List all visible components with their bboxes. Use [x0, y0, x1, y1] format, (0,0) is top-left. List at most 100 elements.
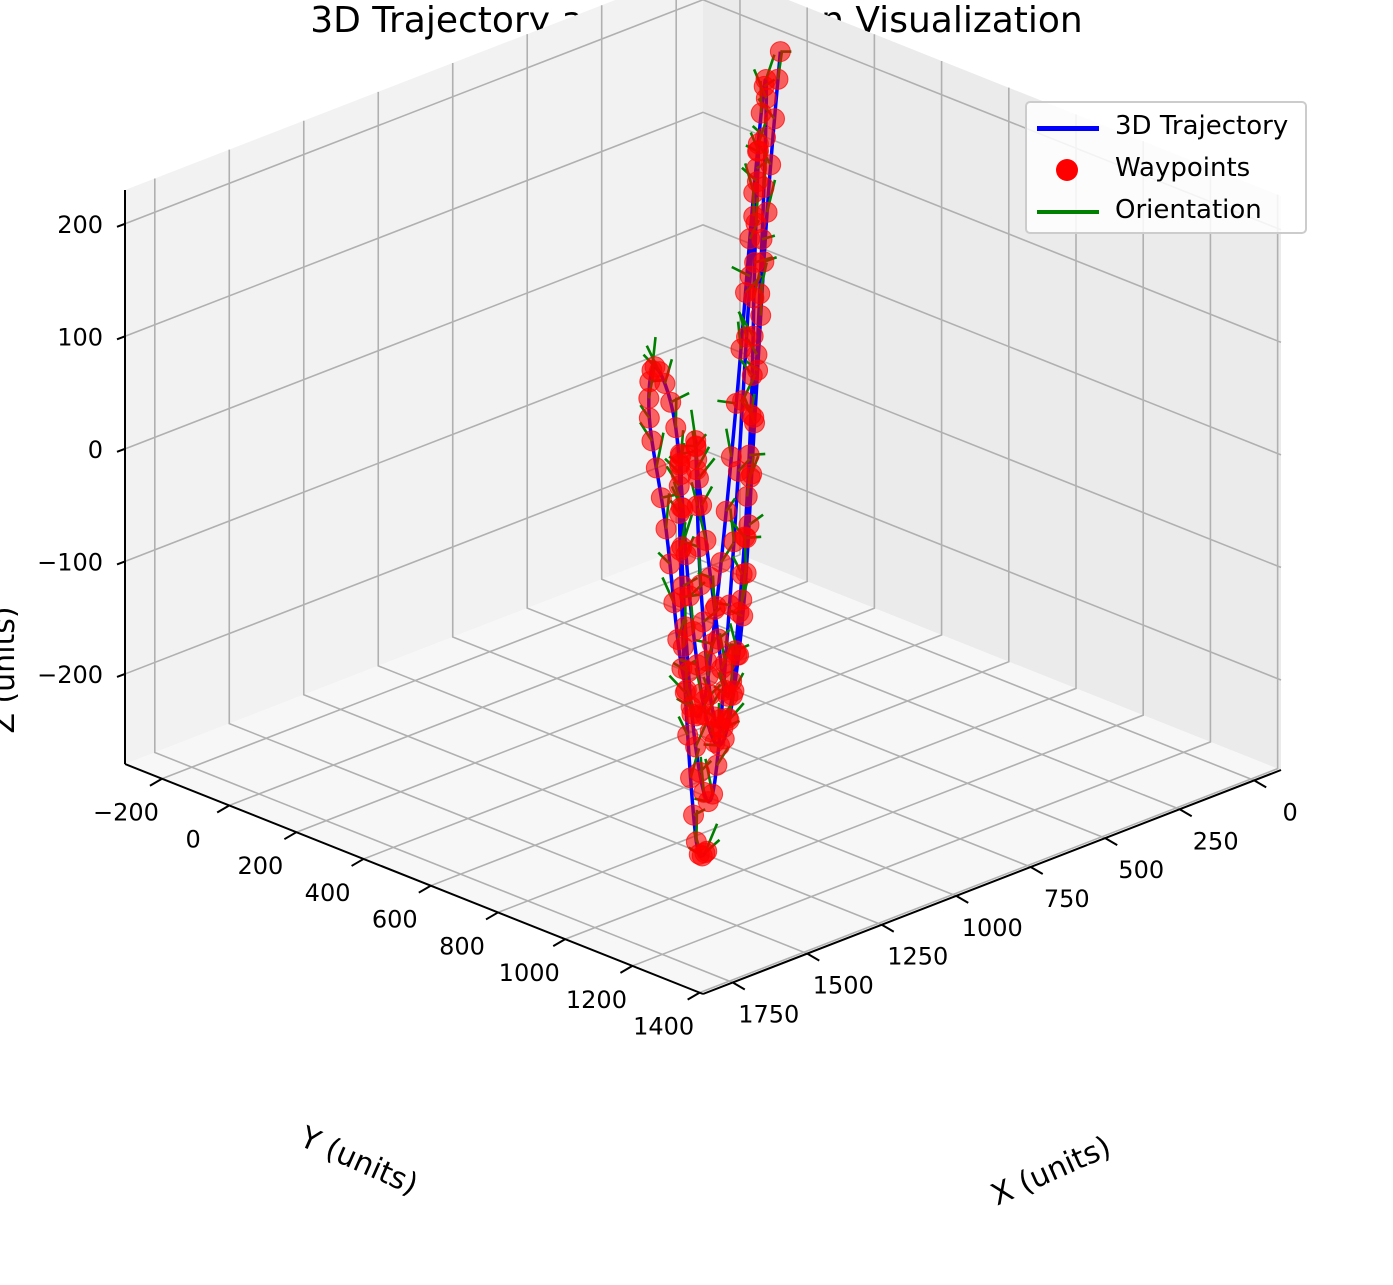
- waypoint-marker: [677, 661, 699, 683]
- waypoint-marker: [641, 430, 663, 452]
- x-tick: [955, 894, 969, 904]
- grid-line-z: [124, 224, 1282, 456]
- grid-line-z: [124, 336, 1282, 569]
- y-tick: [485, 911, 499, 921]
- y-tick-label: 400: [305, 879, 351, 907]
- grid-line-x: [451, 62, 1032, 868]
- waypoints-layer: [638, 41, 791, 867]
- waypoint-marker: [680, 767, 702, 789]
- x-tick-label: 250: [1193, 827, 1239, 855]
- waypoint-marker: [668, 502, 690, 524]
- legend-swatch-orientation: [1037, 210, 1099, 214]
- y-tick: [283, 831, 297, 841]
- waypoint-marker: [746, 158, 768, 180]
- waypoint-marker: [671, 586, 693, 608]
- waypoint-marker: [739, 265, 761, 287]
- legend-swatch-waypoints: [1056, 159, 1078, 181]
- x-tick-label: 1250: [887, 943, 948, 971]
- grid-line-x: [153, 178, 734, 984]
- waypoint-marker: [723, 531, 745, 553]
- waypoint-marker: [668, 475, 690, 497]
- axis-lines: [124, 190, 1282, 995]
- grid-line-y: [632, 167, 1212, 967]
- pane-left: [125, 0, 703, 764]
- waypoint-marker: [691, 494, 713, 516]
- waypoint-marker: [741, 364, 763, 386]
- x-tick: [1104, 837, 1118, 846]
- waypoint-marker: [681, 703, 703, 725]
- y-axis-label: Y (units): [294, 1120, 423, 1203]
- x-tick-label: 0: [1283, 798, 1298, 826]
- z-tick-label: 100: [57, 323, 103, 351]
- y-tick-label: 1200: [566, 986, 627, 1014]
- waypoint-marker: [655, 518, 677, 540]
- z-tick: [116, 447, 126, 453]
- x-tick-label: 1000: [962, 914, 1023, 942]
- waypoint-marker: [674, 616, 696, 638]
- tick-labels: 02505007501000125015001750−2000200400600…: [37, 211, 1298, 1041]
- waypoint-marker: [665, 417, 687, 439]
- z-tick: [116, 335, 126, 341]
- y-tick-label: 200: [237, 852, 283, 880]
- waypoint-marker: [645, 457, 667, 479]
- y-tick-label: −200: [93, 799, 159, 827]
- waypoint-marker: [769, 41, 791, 63]
- grid-line-x: [377, 91, 957, 897]
- grid-line-z: [124, 111, 1282, 344]
- waypoint-marker: [638, 387, 660, 409]
- waypoint-marker: [755, 87, 777, 109]
- y-tick: [552, 938, 566, 948]
- waypoint-marker: [755, 69, 777, 91]
- z-tick-label: −100: [37, 548, 103, 576]
- grid-line-y: [564, 141, 1145, 940]
- y-axis-line: [124, 763, 704, 995]
- grid-line-y: [430, 87, 1010, 887]
- waypoint-marker: [672, 636, 694, 658]
- waypoint-marker: [638, 407, 660, 429]
- x-tick-label: 1500: [813, 972, 874, 1000]
- waypoint-marker: [650, 487, 672, 509]
- z-tick: [116, 560, 126, 566]
- waypoint-marker: [732, 390, 754, 412]
- legend-item-waypoints: Waypoints: [1027, 149, 1305, 189]
- legend-label-waypoints: Waypoints: [1115, 153, 1251, 183]
- waypoint-marker: [677, 724, 699, 746]
- waypoint-marker: [746, 344, 768, 366]
- y-tick: [418, 884, 432, 894]
- tick-marks: [116, 222, 1267, 1001]
- waypoint-marker: [700, 566, 722, 588]
- waypoint-marker: [721, 670, 743, 692]
- waypoint-marker: [715, 500, 737, 522]
- waypoint-marker: [714, 652, 736, 674]
- z-tick: [116, 673, 126, 678]
- y-tick-label: 600: [372, 906, 418, 934]
- waypoint-marker: [710, 551, 732, 573]
- waypoint-marker: [727, 460, 749, 482]
- waypoint-marker: [750, 305, 772, 327]
- grid-line-y: [296, 34, 876, 833]
- y-tick-label: 800: [439, 932, 485, 960]
- z-tick-label: 200: [57, 211, 103, 239]
- y-tick: [149, 777, 163, 787]
- grid-line-x: [228, 149, 808, 955]
- x-tick: [1030, 866, 1044, 875]
- grid-line-x: [600, 5, 1180, 811]
- waypoint-marker: [687, 467, 709, 489]
- waypoint-marker: [731, 563, 753, 585]
- y-tick-label: 1000: [499, 959, 560, 987]
- waypoint-marker: [674, 682, 696, 704]
- waypoint-marker: [696, 840, 718, 862]
- waypoint-marker: [736, 485, 758, 507]
- y-tick: [687, 991, 701, 1001]
- legend: 3D Trajectory Waypoints Orientation: [1025, 101, 1307, 234]
- legend-label-trajectory: 3D Trajectory: [1115, 111, 1289, 141]
- x-tick: [732, 981, 746, 991]
- grid-line-y: [228, 7, 808, 807]
- z-tick-label: 0: [88, 436, 103, 464]
- waypoint-marker: [695, 529, 717, 551]
- grid-line-x: [526, 34, 1106, 839]
- waypoint-marker: [660, 391, 682, 413]
- waypoint-marker: [693, 781, 715, 803]
- x-tick: [881, 923, 895, 933]
- x-tick-label: 1750: [738, 1000, 799, 1028]
